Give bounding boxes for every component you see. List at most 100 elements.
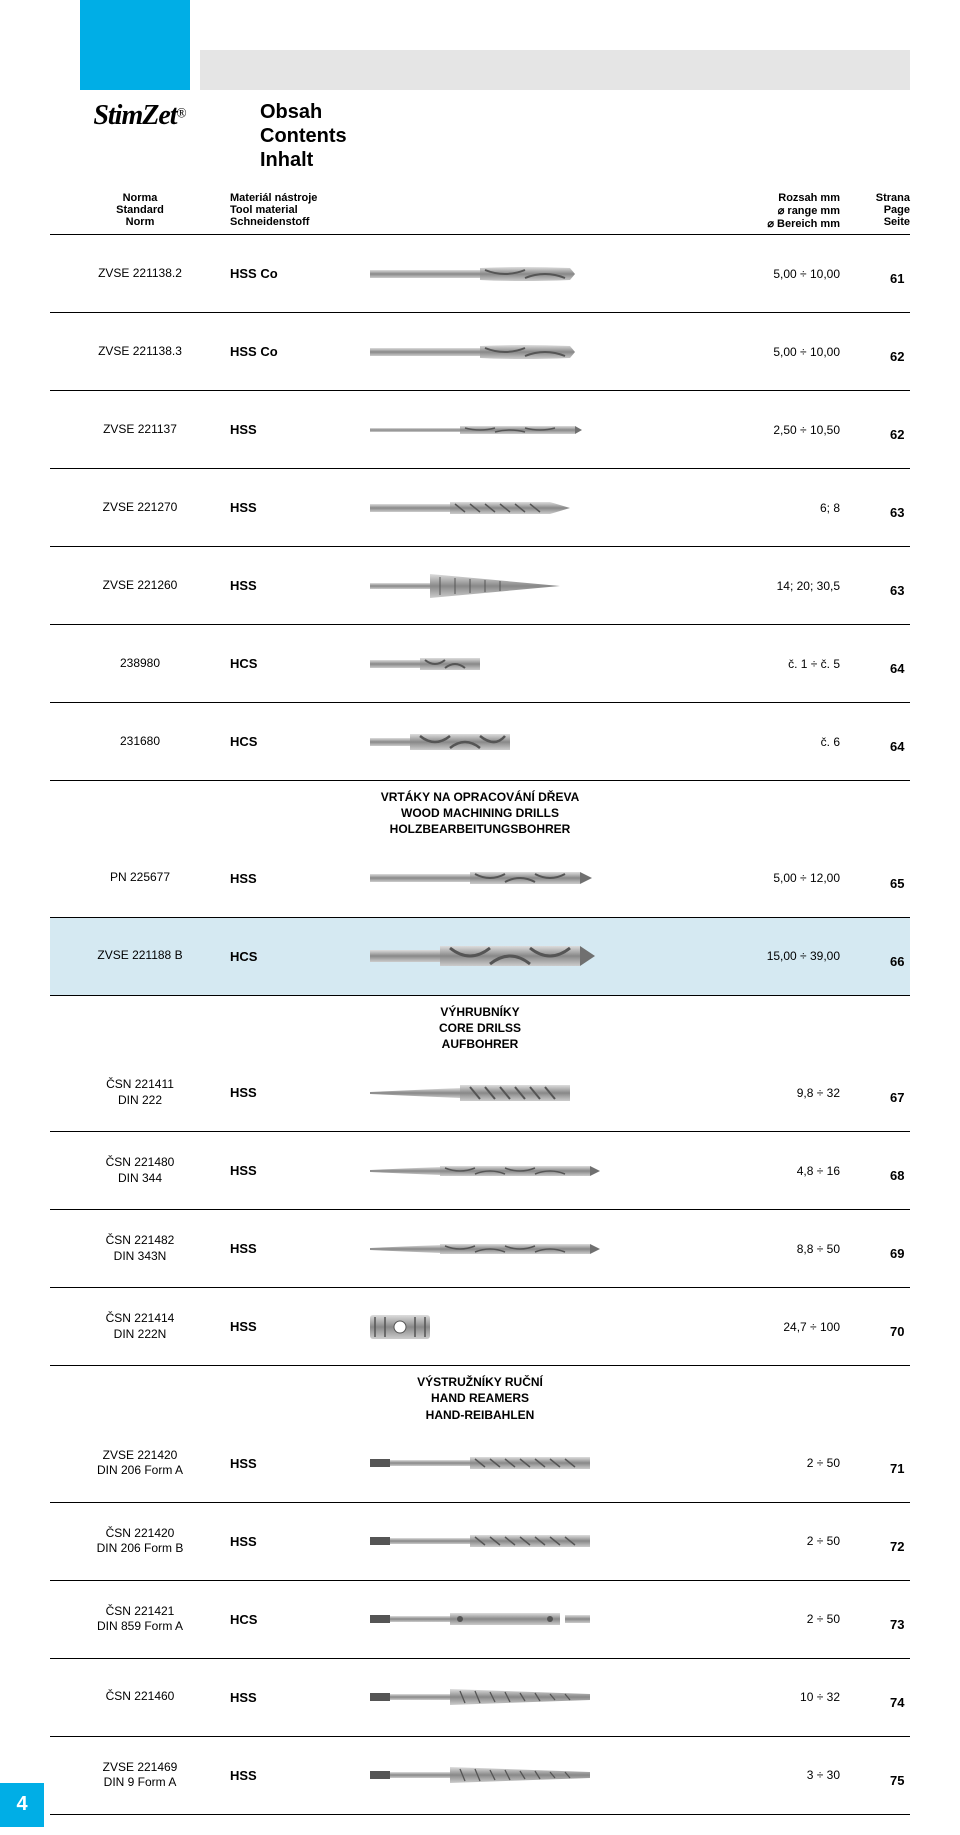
cell-norm: ZVSE 221188 B	[50, 948, 230, 964]
table-row: ČSN 221411DIN 222HSS9,8 ÷ 3267	[50, 1054, 910, 1132]
cell-range: 8,8 ÷ 50	[710, 1242, 840, 1256]
cell-norm: ČSN 221482DIN 343N	[50, 1233, 230, 1264]
cell-page: 72	[840, 1509, 940, 1574]
table-row: ČSN 221414DIN 222NHSS24,7 ÷ 10070	[50, 1288, 910, 1366]
table-row: ZVSE 221420DIN 206 Form AHSS2 ÷ 5071	[50, 1425, 910, 1503]
table-row: ZVSE 221260HSS14; 20; 30,563	[50, 547, 910, 625]
hdr-mat-cz: Materiál nástroje	[230, 192, 370, 204]
cell-material: HSS	[230, 422, 370, 437]
cell-material: HSS	[230, 1534, 370, 1549]
cell-norm: ZVSE 221420DIN 206 Form A	[50, 1448, 230, 1479]
cell-range: 2 ÷ 50	[710, 1456, 840, 1470]
cell-material: HSS	[230, 1241, 370, 1256]
table-row: ČSN 221421DIN 859 Form AHCS2 ÷ 5073	[50, 1581, 910, 1659]
tool-icon	[370, 939, 710, 973]
cell-page: 69	[840, 1216, 940, 1281]
hdr-mat-de: Schneidenstoff	[230, 216, 370, 228]
cell-material: HSS Co	[230, 344, 370, 359]
tool-icon	[370, 1758, 710, 1792]
hdr-page-en: Page	[840, 204, 910, 216]
tool-icon	[370, 1076, 710, 1110]
cell-page: 70	[840, 1294, 940, 1359]
table-row: ZVSE 221270HSS6; 863	[50, 469, 910, 547]
tool-icon	[370, 335, 710, 369]
table-row: ZVSE 221188 BHCS15,00 ÷ 39,0066	[50, 918, 910, 996]
page-number: 4	[0, 1783, 44, 1827]
tool-icon	[370, 1602, 710, 1636]
cell-range: 10 ÷ 32	[710, 1690, 840, 1704]
cell-page: 66	[840, 924, 940, 989]
table-row: ČSN 221460HSS10 ÷ 3274	[50, 1659, 910, 1737]
hdr-norm-de: Norm	[50, 216, 230, 228]
cell-range: 4,8 ÷ 16	[710, 1164, 840, 1178]
table-row: ZVSE 221138.2HSS Co5,00 ÷ 10,0061	[50, 235, 910, 313]
cell-page: 63	[840, 475, 940, 540]
title-de: Inhalt	[260, 148, 347, 172]
title-en: Contents	[260, 124, 347, 148]
cell-norm: ČSN 221414DIN 222N	[50, 1311, 230, 1342]
table-row: ZVSE 221137HSS2,50 ÷ 10,5062	[50, 391, 910, 469]
logo-registered: ®	[177, 106, 187, 121]
cell-page: 62	[840, 319, 940, 384]
column-headers: Norma Standard Norm Materiál nástroje To…	[50, 192, 910, 235]
cell-material: HSS	[230, 578, 370, 593]
tool-icon	[370, 1446, 710, 1480]
cell-norm: ČSN 221421DIN 859 Form A	[50, 1604, 230, 1635]
table-row: ČSN 221420DIN 206 Form BHSS2 ÷ 5072	[50, 1503, 910, 1581]
tool-icon	[370, 569, 710, 603]
table-row: 238980HCSč. 1 ÷ č. 564	[50, 625, 910, 703]
cell-range: 3 ÷ 30	[710, 1768, 840, 1782]
cell-range: 24,7 ÷ 100	[710, 1320, 840, 1334]
cell-page: 67	[840, 1060, 940, 1125]
cell-range: 9,8 ÷ 32	[710, 1086, 840, 1100]
cell-material: HSS Co	[230, 266, 370, 281]
decorative-blue-box	[80, 0, 190, 90]
hdr-norm-cz: Norma	[50, 192, 230, 204]
cell-norm: ZVSE 221137	[50, 422, 230, 438]
cell-norm: ČSN 221420DIN 206 Form B	[50, 1526, 230, 1557]
cell-norm: ZVSE 221469DIN 9 Form A	[50, 1760, 230, 1791]
cell-norm: 238980	[50, 656, 230, 672]
cell-page: 68	[840, 1138, 940, 1203]
cell-material: HSS	[230, 871, 370, 886]
table-row: PN 225677HSS5,00 ÷ 12,0065	[50, 840, 910, 918]
brand-logo: StimZet®	[50, 100, 230, 132]
cell-range: 2 ÷ 50	[710, 1612, 840, 1626]
cell-norm: PN 225677	[50, 870, 230, 886]
tool-icon	[370, 725, 710, 759]
table-row: 231680HCSč. 664	[50, 703, 910, 781]
cell-range: č. 6	[710, 735, 840, 749]
cell-page: 62	[840, 397, 940, 462]
cell-norm: 231680	[50, 734, 230, 750]
table-row: ZVSE 221469DIN 9 Form AHSS3 ÷ 3075	[50, 1737, 910, 1815]
cell-norm: ČSN 221460	[50, 1689, 230, 1705]
cell-range: 2 ÷ 50	[710, 1534, 840, 1548]
cell-material: HCS	[230, 656, 370, 671]
cell-range: 5,00 ÷ 12,00	[710, 871, 840, 885]
page-title: Obsah Contents Inhalt	[260, 100, 347, 172]
section-header: VRTÁKY NA OPRACOVÁNÍ DŘEVAWOOD MACHINING…	[50, 781, 910, 840]
hdr-page-de: Seite	[840, 216, 910, 228]
tool-icon	[370, 647, 710, 681]
cell-norm: ČSN 221480DIN 344	[50, 1155, 230, 1186]
hdr-page-cz: Strana	[840, 192, 910, 204]
cell-page: 75	[840, 1743, 940, 1808]
cell-norm: ČSN 221411DIN 222	[50, 1077, 230, 1108]
cell-range: 2,50 ÷ 10,50	[710, 423, 840, 437]
cell-page: 64	[840, 709, 940, 774]
hdr-range-en: ⌀ range mm	[710, 204, 840, 217]
cell-material: HSS	[230, 1319, 370, 1334]
tool-icon	[370, 1154, 710, 1188]
cell-material: HCS	[230, 734, 370, 749]
section-header: VÝHRUBNÍKYCORE DRILSSAUFBOHRER	[50, 996, 910, 1055]
decorative-gray-bar	[200, 50, 910, 90]
tool-icon	[370, 861, 710, 895]
cell-material: HSS	[230, 1768, 370, 1783]
cell-page: 65	[840, 846, 940, 911]
hdr-norm-en: Standard	[50, 204, 230, 216]
table-row: ZVSE 221138.3HSS Co5,00 ÷ 10,0062	[50, 313, 910, 391]
hdr-range-de: ⌀ Bereich mm	[710, 217, 840, 230]
tool-icon	[370, 1310, 710, 1344]
cell-norm: ZVSE 221260	[50, 578, 230, 594]
table-row: ČSN 221482DIN 343NHSS8,8 ÷ 5069	[50, 1210, 910, 1288]
